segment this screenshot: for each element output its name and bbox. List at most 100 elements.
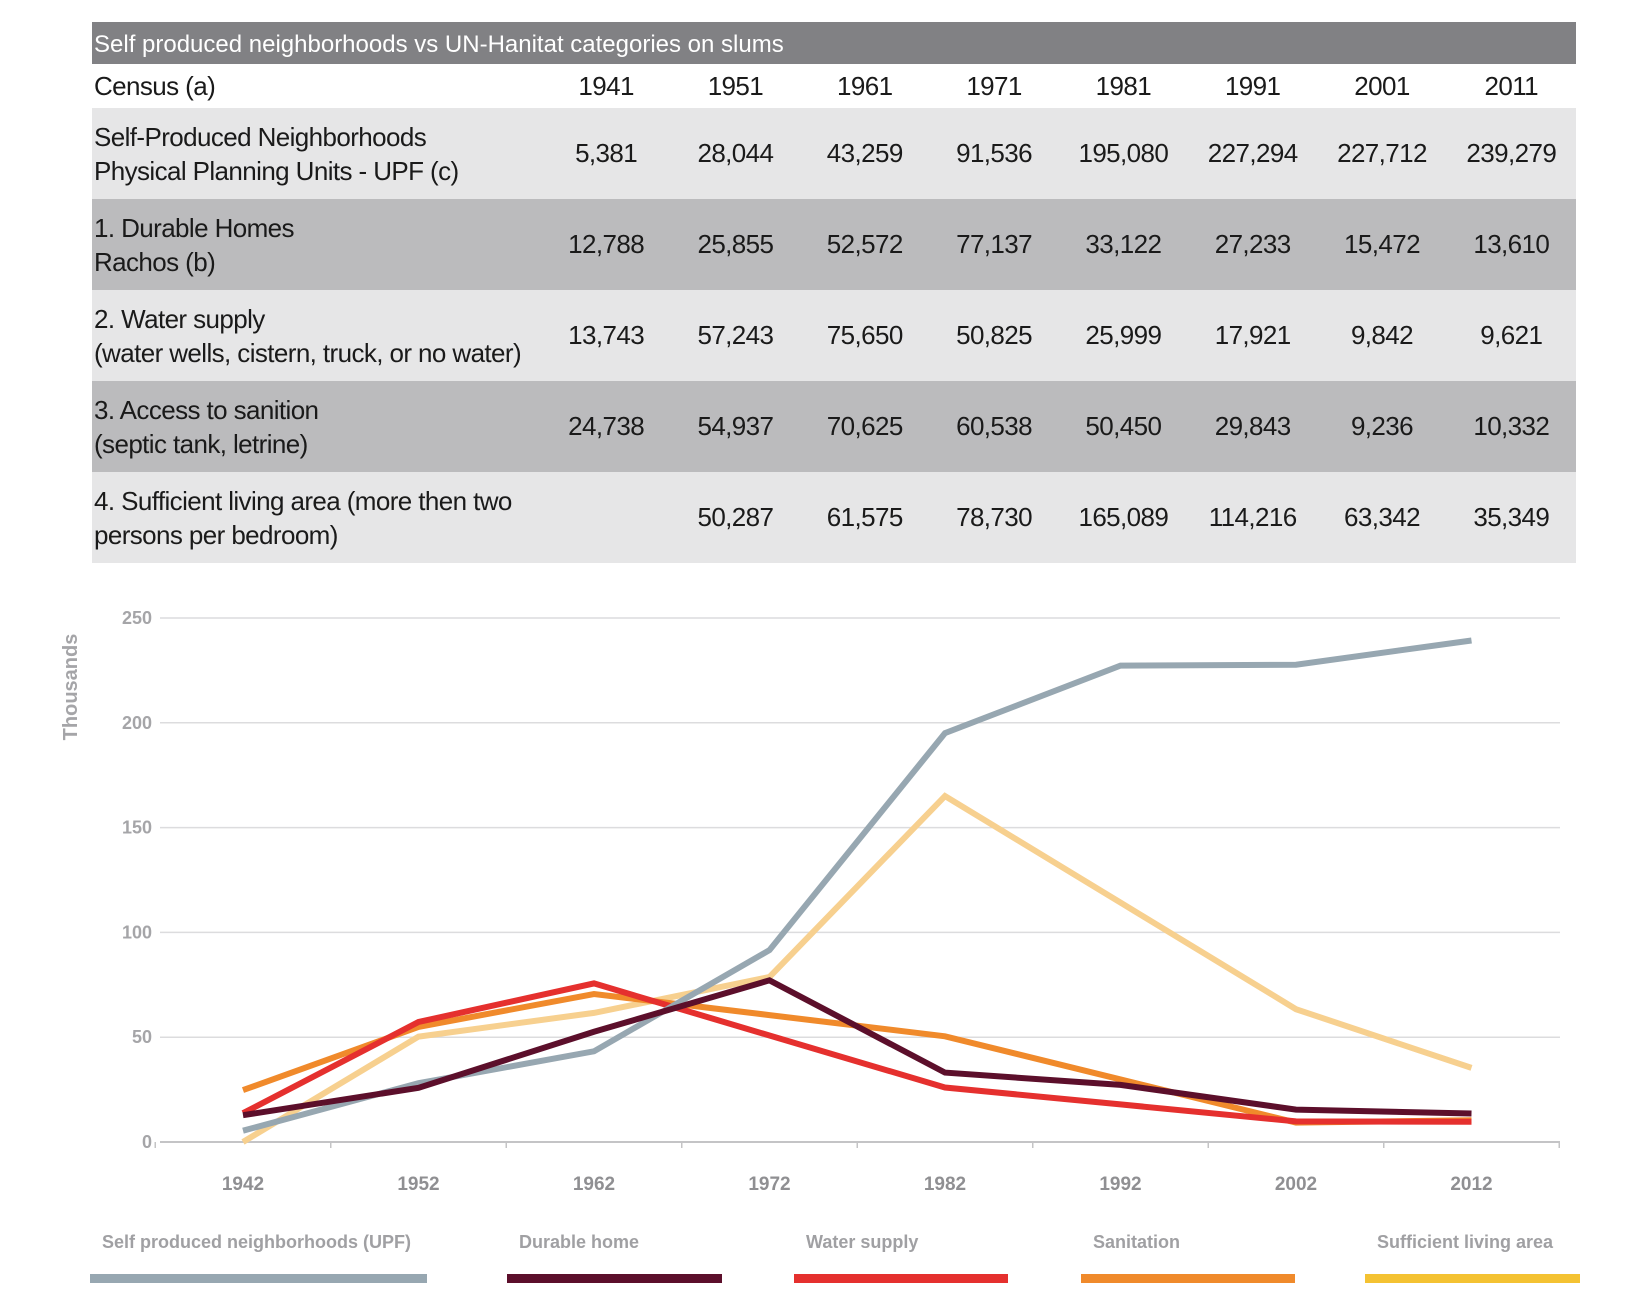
- header-year: 1941: [578, 70, 634, 101]
- x-axis-ticks: 1942 1952 1962 1972 1982 1992 2002 2012: [222, 1174, 1493, 1195]
- table-cell: 195,080: [1078, 138, 1169, 168]
- table-cell: 12,788: [568, 229, 645, 259]
- legend-label: Durable home: [519, 1232, 640, 1252]
- row-label: 2. Water supply (water wells, cistern, t…: [92, 302, 541, 370]
- series-line: [241, 990, 1472, 1126]
- table-cell: 17,921: [1214, 320, 1292, 350]
- series-line: [241, 792, 1473, 1145]
- header-year: 1971: [966, 70, 1022, 101]
- header-year: 2011: [1484, 70, 1539, 101]
- table-cell: 33,122: [1085, 229, 1162, 259]
- y-tick-label: 100: [122, 922, 152, 942]
- table-cell: 13,610: [1473, 229, 1550, 259]
- row-label: 3. Access to sanition (septic tank, letr…: [92, 393, 541, 461]
- table-cell: 25,999: [1085, 320, 1162, 350]
- table-cell: 9,236: [1350, 411, 1414, 441]
- table-cell: 227,294: [1207, 138, 1298, 168]
- table-cell: 43,259: [826, 138, 904, 168]
- table-cell: 60,538: [956, 411, 1033, 441]
- legend-swatch: [507, 1274, 722, 1283]
- header-year: 1991: [1224, 70, 1281, 101]
- table-cell: 27,233: [1214, 229, 1292, 259]
- row-label-line: Physical Planning Units - UPF (c): [94, 155, 459, 186]
- header-label: Census (a): [94, 71, 216, 101]
- table-cell: 9,842: [1350, 320, 1414, 350]
- header-year: 1961: [837, 70, 893, 101]
- table-cell: 52,572: [826, 229, 904, 259]
- x-tick-label: 2002: [1275, 1174, 1317, 1195]
- table-cell: 239,279: [1466, 138, 1557, 168]
- table-cell: 61,575: [826, 502, 904, 532]
- x-tick-label: 1982: [924, 1174, 966, 1195]
- x-tick-label: 1992: [1099, 1174, 1141, 1195]
- header-year: 1981: [1095, 70, 1152, 101]
- row-label-line: 1. Durable Homes: [94, 212, 295, 243]
- table-row: 1. Durable Homes Rachos (b) 12,788 25,85…: [92, 199, 1576, 290]
- row-label: 1. Durable Homes Rachos (b): [92, 211, 541, 279]
- table-cell: 50,825: [956, 320, 1033, 350]
- y-tick-label: 0: [142, 1132, 152, 1152]
- table-cell: 15,472: [1344, 229, 1421, 259]
- table-row: 2. Water supply (water wells, cistern, t…: [92, 290, 1576, 381]
- table-cell: 165,089: [1078, 502, 1169, 532]
- table-cell: 29,843: [1214, 411, 1292, 441]
- header-year: 2001: [1354, 70, 1410, 101]
- y-axis-title: Thousands: [60, 634, 82, 741]
- table-cell: 54,937: [697, 411, 774, 441]
- chart-series: [241, 637, 1473, 1145]
- y-axis-ticks: 0 50 100 150 200 250: [122, 608, 152, 1152]
- row-label: Self-Produced Neighborhoods Physical Pla…: [92, 120, 541, 188]
- table-cell: 63,342: [1344, 502, 1421, 532]
- table-cell: 24,738: [568, 411, 645, 441]
- table-cell: 70,625: [826, 411, 904, 441]
- legend-swatch: [1365, 1274, 1580, 1283]
- legend-swatch: [90, 1274, 427, 1283]
- table-cell: 28,044: [697, 138, 774, 168]
- header-year: 1951: [707, 70, 764, 101]
- census-table: Self produced neighborhoods vs UN-Hanita…: [92, 22, 1576, 563]
- table-cell: 5,381: [575, 138, 638, 168]
- row-label-line: (septic tank, letrine): [94, 428, 308, 459]
- table-row: 3. Access to sanition (septic tank, letr…: [92, 381, 1576, 472]
- series-line: [241, 980, 1472, 1125]
- table-cell: 13,743: [568, 320, 645, 350]
- row-label-line: Rachos (b): [94, 246, 216, 277]
- row-label-line: 3. Access to sanition: [94, 394, 319, 425]
- table-cell: 10,332: [1473, 411, 1550, 441]
- row-label-line: 4. Sufficient living area (more then two: [94, 485, 512, 516]
- table-cell: 78,730: [956, 502, 1033, 532]
- row-label-line: persons per bedroom): [94, 519, 338, 550]
- row-label-line: 2. Water supply: [94, 303, 265, 334]
- table-cell: 77,137: [956, 229, 1033, 259]
- x-tick-label: 1942: [222, 1174, 264, 1195]
- table-cell: 9,621: [1480, 320, 1543, 350]
- table-cell: 91,536: [956, 138, 1033, 168]
- table-header-row: Census (a) 1941 1951 1961 1971 1981 1991…: [92, 64, 1576, 108]
- table-row: 4. Sufficient living area (more then two…: [92, 472, 1576, 563]
- y-tick-label: 150: [122, 818, 152, 838]
- legend-label: Water supply: [806, 1232, 919, 1252]
- table-row: Self-Produced Neighborhoods Physical Pla…: [92, 108, 1576, 199]
- legend-label: Self produced neighborhoods (UPF): [102, 1232, 411, 1252]
- table-cell: 25,855: [697, 229, 774, 259]
- x-tick-label: 1972: [748, 1174, 790, 1195]
- table-cell: 57,243: [697, 320, 774, 350]
- row-label-line: (water wells, cistern, truck, or no wate…: [94, 337, 522, 368]
- x-tick-label: 1962: [573, 1174, 615, 1195]
- table-title: Self produced neighborhoods vs UN-Hanita…: [92, 22, 1576, 64]
- y-tick-label: 250: [122, 608, 152, 628]
- x-tick-label: 1952: [397, 1174, 439, 1195]
- table-cell: 50,287: [697, 502, 774, 532]
- table-cell: 50,450: [1085, 411, 1162, 441]
- x-tick-label: 2012: [1450, 1174, 1492, 1195]
- legend-label: Sanitation: [1093, 1232, 1181, 1252]
- row-label-line: Self-Produced Neighborhoods: [94, 121, 427, 152]
- legend-swatch: [794, 1274, 1008, 1283]
- legend-label: Sufficient living area: [1377, 1232, 1554, 1252]
- row-label: 4. Sufficient living area (more then two…: [92, 484, 541, 552]
- y-tick-label: 50: [132, 1027, 152, 1047]
- table-cell: 227,712: [1337, 138, 1427, 168]
- legend-swatch: [1081, 1274, 1295, 1283]
- table-cell: 35,349: [1473, 502, 1550, 532]
